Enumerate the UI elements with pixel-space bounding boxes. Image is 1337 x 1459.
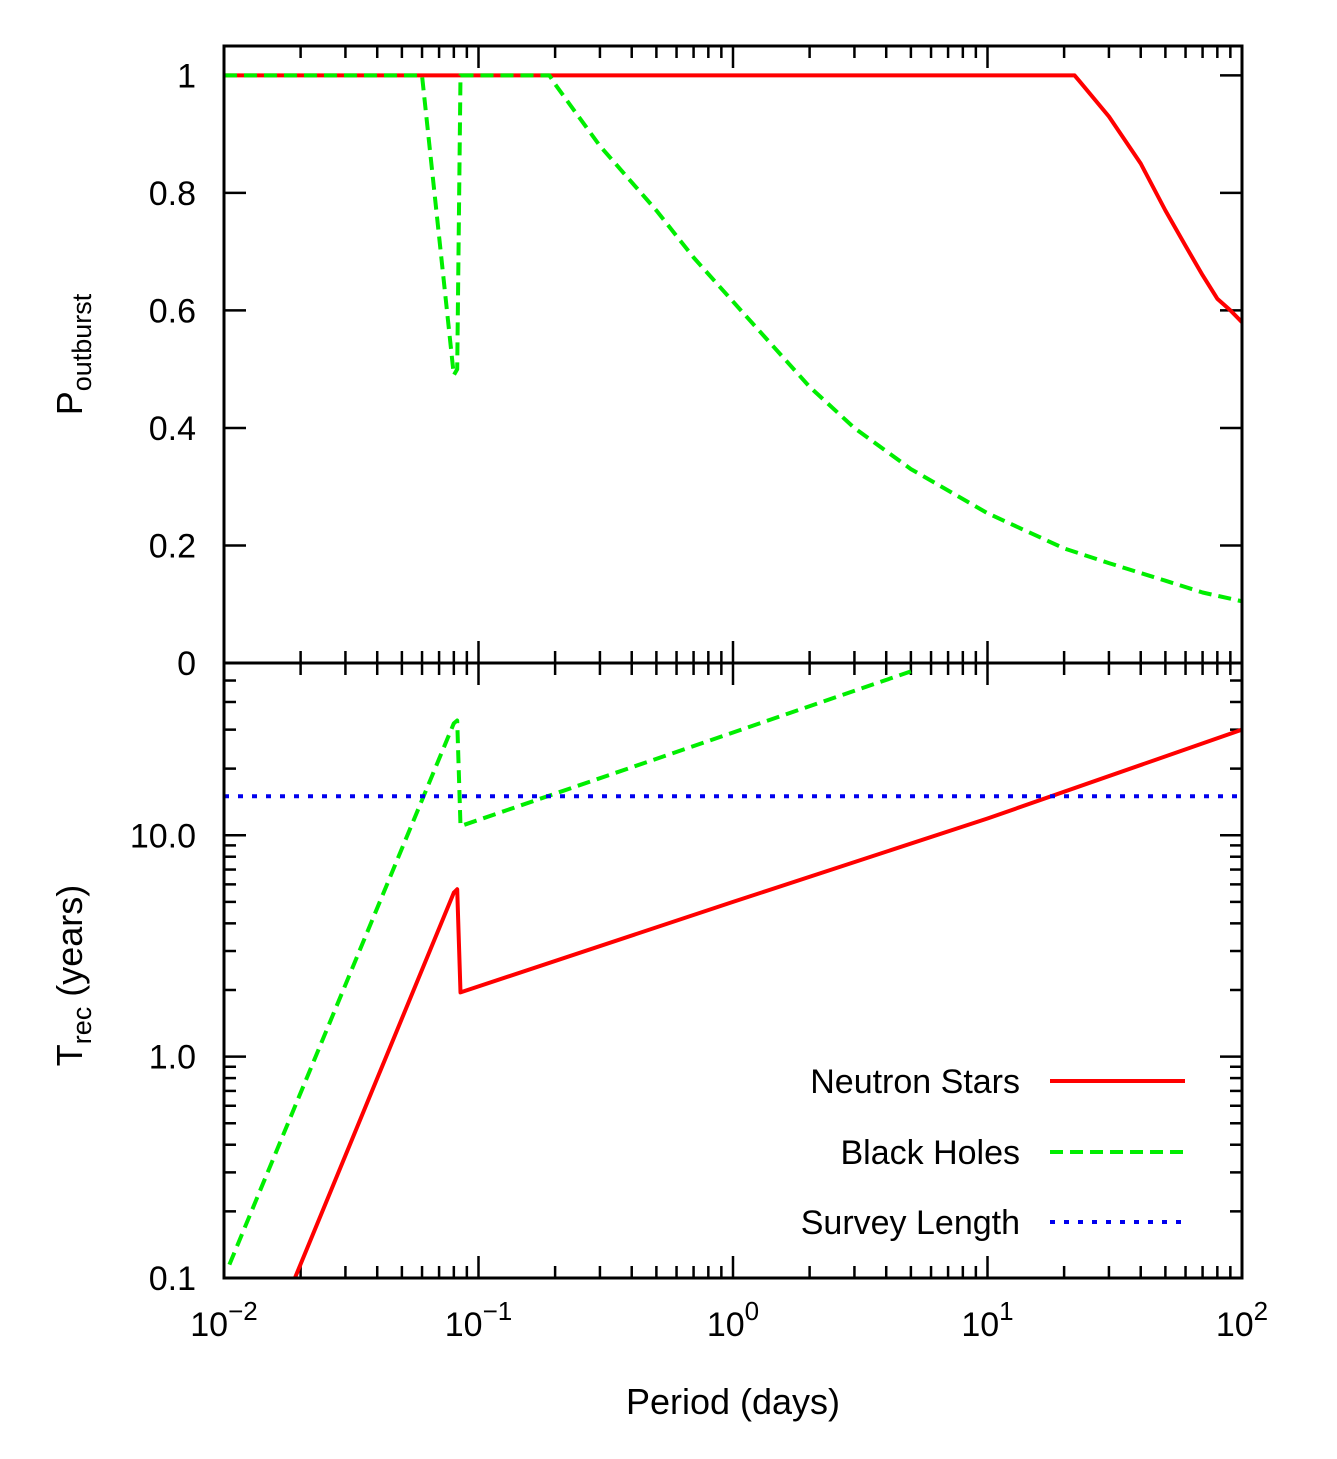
bottom-y-axis-label-main: T [49,1044,90,1066]
y-tick-label: 1.0 [149,1039,196,1077]
x-tick-label-exponent: 1 [999,1296,1013,1326]
top-plot-frame [222,44,1244,665]
series-line-ns [293,727,1242,1278]
x-tick-label: 102 [1216,1296,1268,1344]
legend-label-survey: Survey Length [801,1204,1020,1242]
x-tick-label-exponent: 2 [1254,1296,1268,1326]
y-tick-label: 0.2 [149,527,196,565]
series-line-ns-top [224,73,1242,324]
y-tick-label: 0 [177,645,196,683]
bottom-y-tick-labels: 0.1 1.0 10.0 [130,817,196,1298]
x-tick-label-base: 10 [707,1306,745,1344]
x-tick-label-base: 10 [445,1306,483,1344]
x-tick-label: 100 [707,1296,759,1344]
top-y-axis-label: Poutburst [49,293,97,415]
y-tick-label: 1 [177,57,196,95]
top-series-group [224,73,1242,604]
x-tick-label-exponent: 0 [745,1296,759,1326]
x-tick-label: 101 [961,1296,1013,1344]
x-tick-label-base: 10 [190,1306,228,1344]
y-tick-label: 0.4 [149,410,196,448]
bottom-plot-frame [222,661,1244,1280]
x-tick-labels: 10−2 10−1 100 101 102 [190,1296,1268,1344]
x-tick-label-exponent: −2 [228,1296,258,1326]
bottom-y-axis-label-rest: (years) [49,885,90,1007]
bottom-y-axis-label: Trec (years) [49,885,97,1067]
top-tick-marks [222,46,1244,665]
top-y-axis-label-sub: outburst [67,293,97,391]
bottom-panel: 0.11.010.0 10−2 10−1 100 101 102 Trec (years… [49,661,1268,1422]
x-tick-label-base: 10 [1216,1306,1254,1344]
top-panel: 0 0.2 0.4 0.6 0.8 1 Poutburst [49,44,1244,683]
x-tick-label-exponent: −1 [483,1296,513,1326]
x-tick-label: 10−2 [190,1296,257,1344]
bottom-tick-marks [222,661,1244,1280]
y-tick-label: 10.0 [130,817,196,855]
bottom-series-group [224,669,1242,1278]
x-tick-label-base: 10 [961,1306,999,1344]
top-y-axis-label-main: P [49,391,90,415]
y-tick-label: 0.1 [149,1260,196,1298]
y-tick-label: 0.6 [149,292,196,330]
legend-label-ns: Neutron Stars [810,1063,1020,1101]
x-tick-label: 10−1 [445,1296,512,1344]
legend-label-bh: Black Holes [840,1134,1020,1172]
series-line-bh-top [224,73,1242,604]
y-tick-label: 0.8 [149,175,196,213]
top-y-tick-labels: 0 0.2 0.4 0.6 0.8 1 [149,57,196,683]
series-line-bh [227,669,912,1266]
bottom-y-axis-label-sub: rec [67,1007,97,1045]
legend: Neutron Stars Black Holes Survey Length [801,1063,1185,1242]
x-axis-label: Period (days) [626,1381,840,1422]
